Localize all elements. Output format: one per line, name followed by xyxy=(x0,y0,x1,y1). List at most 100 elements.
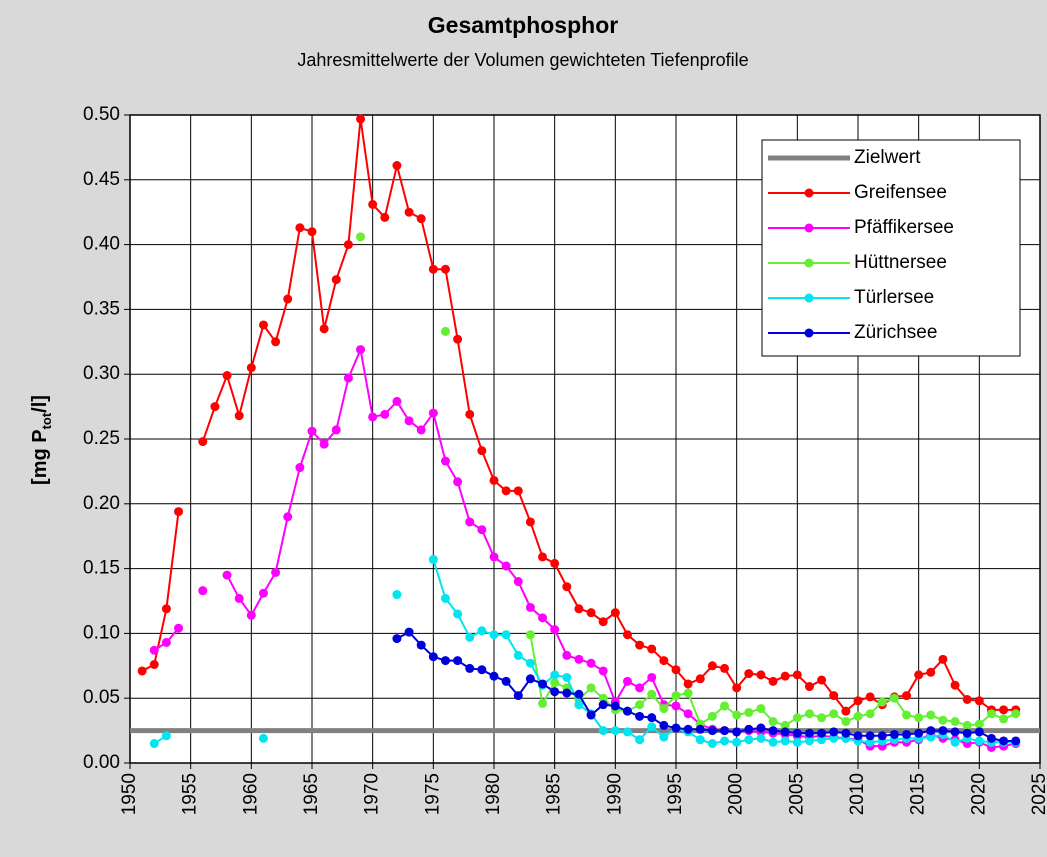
data-point xyxy=(440,593,450,603)
data-point xyxy=(501,486,511,496)
data-point xyxy=(780,727,790,737)
data-point xyxy=(926,726,936,736)
x-tick-label: 1975 xyxy=(422,773,443,815)
legend-label: Zielwert xyxy=(854,147,921,168)
data-point xyxy=(720,726,730,736)
data-point xyxy=(465,632,475,642)
data-point xyxy=(283,512,293,522)
data-point xyxy=(695,674,705,684)
data-point xyxy=(174,623,184,633)
y-tick-label: 0.15 xyxy=(83,558,120,579)
data-point xyxy=(647,722,657,732)
data-point xyxy=(538,552,548,562)
data-point xyxy=(683,724,693,734)
data-point xyxy=(416,640,426,650)
data-point xyxy=(926,710,936,720)
data-point xyxy=(489,552,499,562)
data-point xyxy=(477,525,487,535)
data-point xyxy=(950,737,960,747)
data-point xyxy=(683,709,693,719)
data-point xyxy=(404,207,414,217)
y-tick-label: 0.25 xyxy=(83,428,120,449)
data-point xyxy=(380,409,390,419)
x-tick-label: 1990 xyxy=(604,773,625,815)
data-point xyxy=(744,735,754,745)
data-point xyxy=(804,736,814,746)
data-point xyxy=(428,555,438,565)
data-point xyxy=(768,737,778,747)
y-label-part: /l] xyxy=(29,395,51,413)
data-point xyxy=(222,570,232,580)
data-point xyxy=(635,700,645,710)
x-tick-label: 1995 xyxy=(665,773,686,815)
data-point xyxy=(610,701,620,711)
data-point xyxy=(683,688,693,698)
data-point xyxy=(598,617,608,627)
data-point xyxy=(356,232,366,242)
data-point xyxy=(659,704,669,714)
legend-marker xyxy=(804,223,814,233)
data-point xyxy=(744,669,754,679)
data-point xyxy=(453,477,463,487)
data-point xyxy=(914,728,924,738)
x-tick-label: 2025 xyxy=(1029,773,1047,815)
data-point xyxy=(198,586,208,596)
data-point xyxy=(865,731,875,741)
data-point xyxy=(319,324,329,334)
data-point xyxy=(343,373,353,383)
data-point xyxy=(659,732,669,742)
series-line xyxy=(396,630,1016,742)
data-point xyxy=(647,672,657,682)
data-point xyxy=(720,736,730,746)
legend-marker xyxy=(804,258,814,268)
data-point xyxy=(622,706,632,716)
y-tick-label: 0.50 xyxy=(83,104,120,125)
data-point xyxy=(938,654,948,664)
legend-box xyxy=(761,139,1021,357)
data-point xyxy=(841,706,851,716)
data-point xyxy=(732,727,742,737)
data-point xyxy=(792,713,802,723)
x-tick-label: 1970 xyxy=(362,773,383,815)
legend-marker xyxy=(804,293,814,303)
data-point xyxy=(501,676,511,686)
data-point xyxy=(586,710,596,720)
data-point xyxy=(307,426,317,436)
data-point xyxy=(999,714,1009,724)
data-point xyxy=(331,425,341,435)
data-point xyxy=(246,610,256,620)
data-point xyxy=(465,409,475,419)
data-point xyxy=(853,731,863,741)
data-point xyxy=(428,264,438,274)
data-point xyxy=(440,264,450,274)
legend-label: Türlersee xyxy=(854,287,934,308)
data-point xyxy=(829,691,839,701)
y-axis-title: [mg Ptot/l] xyxy=(29,395,54,485)
data-point xyxy=(768,726,778,736)
legend-marker xyxy=(804,188,814,198)
data-point xyxy=(671,723,681,733)
data-point xyxy=(149,739,159,749)
data-point xyxy=(574,654,584,664)
data-point xyxy=(829,727,839,737)
x-tick-label: 2010 xyxy=(847,773,868,815)
data-point xyxy=(938,715,948,725)
data-point xyxy=(137,666,147,676)
data-point xyxy=(950,727,960,737)
data-point xyxy=(477,446,487,456)
y-tick-label: 0.35 xyxy=(83,298,120,319)
x-tick-label: 1965 xyxy=(301,773,322,815)
data-point xyxy=(877,731,887,741)
data-point xyxy=(295,463,305,473)
data-point xyxy=(453,609,463,619)
data-point xyxy=(562,672,572,682)
data-point xyxy=(234,593,244,603)
data-point xyxy=(756,723,766,733)
data-point xyxy=(622,676,632,686)
data-point xyxy=(671,665,681,675)
data-point xyxy=(562,688,572,698)
x-tick-label: 1985 xyxy=(544,773,565,815)
data-point xyxy=(622,727,632,737)
data-point xyxy=(161,604,171,614)
data-point xyxy=(817,713,827,723)
